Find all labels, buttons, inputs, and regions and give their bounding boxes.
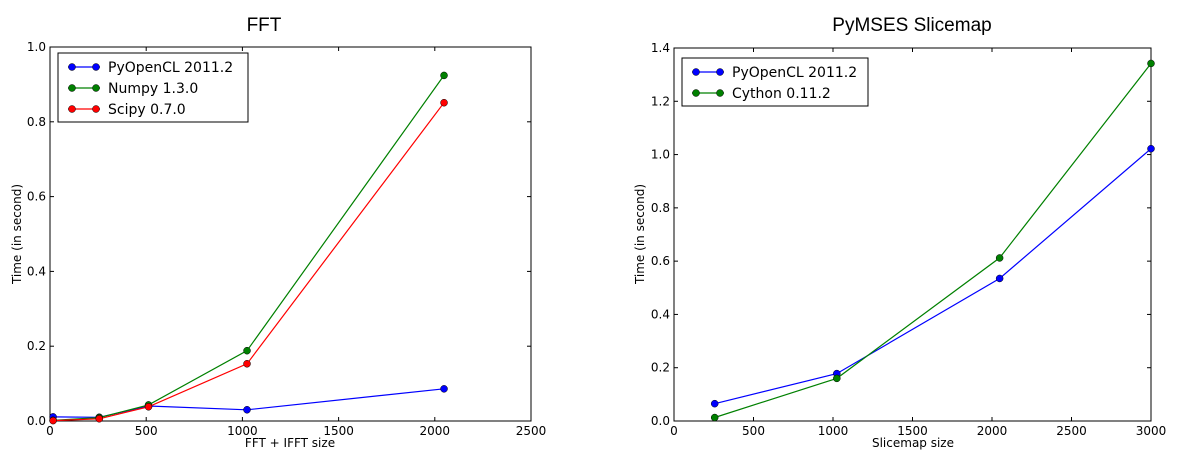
slicemap-xtick-label: 2000 xyxy=(977,424,1008,438)
fft-xtick-label: 1500 xyxy=(323,424,354,438)
slicemap-series-line-1 xyxy=(714,63,1152,419)
slicemap-data-point xyxy=(710,413,719,422)
slicemap-ytick-label: 1.4 xyxy=(651,41,670,55)
fft-ytick-label: 0.6 xyxy=(27,190,46,204)
fft-legend-marker xyxy=(92,105,100,113)
chart-slicemap-xlabel: Slicemap size xyxy=(872,436,954,450)
fft-xtick-label: 2000 xyxy=(420,424,451,438)
chart-fft-title: FFT xyxy=(247,15,282,36)
slicemap-ytick-label: 0.8 xyxy=(651,201,670,215)
slicemap-legend-marker xyxy=(716,68,724,76)
fft-data-point xyxy=(440,385,448,393)
fft-legend-marker xyxy=(68,84,76,92)
chart-fft: FFT FFT + IFFT size Time (in second) xyxy=(10,15,335,450)
slicemap-data-point xyxy=(833,374,841,383)
fft-data-point xyxy=(243,406,251,414)
slicemap-legend-marker xyxy=(692,89,700,97)
fft-data-point xyxy=(144,403,153,411)
slicemap-xtick-label: 500 xyxy=(742,424,765,438)
fft-legend-label: Scipy 0.7.0 xyxy=(108,102,186,118)
slicemap-data-point xyxy=(995,274,1004,283)
fft-data-point xyxy=(49,416,57,425)
fft-data-point xyxy=(243,360,251,368)
slicemap-ytick-label: 0.6 xyxy=(651,254,670,268)
fft-ytick-label: 0.0 xyxy=(27,414,46,428)
slicemap-legend-label: PyOpenCL 2011.2 xyxy=(732,65,857,81)
slicemap-xtick-label: 3000 xyxy=(1136,424,1167,438)
chart-fft-ylabel: Time (in second) xyxy=(10,184,24,285)
slicemap-ytick-label: 1.2 xyxy=(651,94,670,108)
fft-ytick-label: 0.8 xyxy=(27,115,46,129)
fft-legend-marker xyxy=(92,63,100,71)
slicemap-ytick-label: 1.0 xyxy=(651,148,670,162)
fft-ytick-label: 0.2 xyxy=(27,339,46,353)
fft-ytick-label: 0.4 xyxy=(27,264,46,278)
slicemap-data-point xyxy=(710,399,719,408)
fft-data-point xyxy=(440,71,448,80)
fft-xtick-label: 0 xyxy=(46,424,54,438)
slicemap-data-point xyxy=(1147,144,1155,153)
fft-legend-marker xyxy=(68,63,76,71)
slicemap-data-point xyxy=(1147,59,1155,68)
fft-legend-label: Numpy 1.3.0 xyxy=(108,81,198,97)
chart-slicemap-ylabel: Time (in second) xyxy=(633,184,647,285)
fft-data-point xyxy=(95,415,104,423)
slicemap-xtick-label: 2500 xyxy=(1056,424,1087,438)
slicemap-legend-label: Cython 0.11.2 xyxy=(732,86,831,102)
slicemap-axes-frame xyxy=(673,47,1152,422)
chart-slicemap: PyMSES Slicemap Slicemap size Time (in s… xyxy=(633,15,992,450)
fft-data-point xyxy=(243,346,251,355)
chart-fft-xlabel: FFT + IFFT size xyxy=(245,436,335,450)
fft-legend-label: PyOpenCL 2011.2 xyxy=(108,60,233,76)
slicemap-xtick-label: 0 xyxy=(670,424,678,438)
slicemap-ytick-label: 0.2 xyxy=(651,361,670,375)
fft-data-point xyxy=(440,98,448,107)
slicemap-legend-box xyxy=(681,57,869,107)
fft-legend-marker xyxy=(92,84,100,92)
fft-plot-area: 0 500 1000 1500 2000 2500 0.0 0.2 0.4 0.6 0.8 1.0 Py… xyxy=(27,40,546,438)
slicemap-legend-marker xyxy=(692,68,700,76)
slicemap-ytick-label: 0.4 xyxy=(651,307,670,321)
slicemap-legend-marker xyxy=(716,89,724,97)
fft-ytick-label: 1.0 xyxy=(27,40,46,54)
slicemap-series-line-0 xyxy=(714,148,1152,405)
slicemap-data-point xyxy=(995,254,1004,262)
slicemap-xtick-label: 1500 xyxy=(897,424,928,438)
fft-xtick-label: 500 xyxy=(135,424,158,438)
fft-xtick-label: 2500 xyxy=(516,424,547,438)
slicemap-xtick-label: 1000 xyxy=(818,424,849,438)
fft-xtick-label: 1000 xyxy=(227,424,258,438)
fft-legend-marker xyxy=(68,105,76,113)
chart-slicemap-title: PyMSES Slicemap xyxy=(832,15,991,36)
slicemap-plot-area: 0 500 1000 1500 2000 2500 3000 0.0 0.2 0.4 0.6 0.8 1… xyxy=(651,41,1166,438)
slicemap-ytick-label: 0.0 xyxy=(651,414,670,428)
